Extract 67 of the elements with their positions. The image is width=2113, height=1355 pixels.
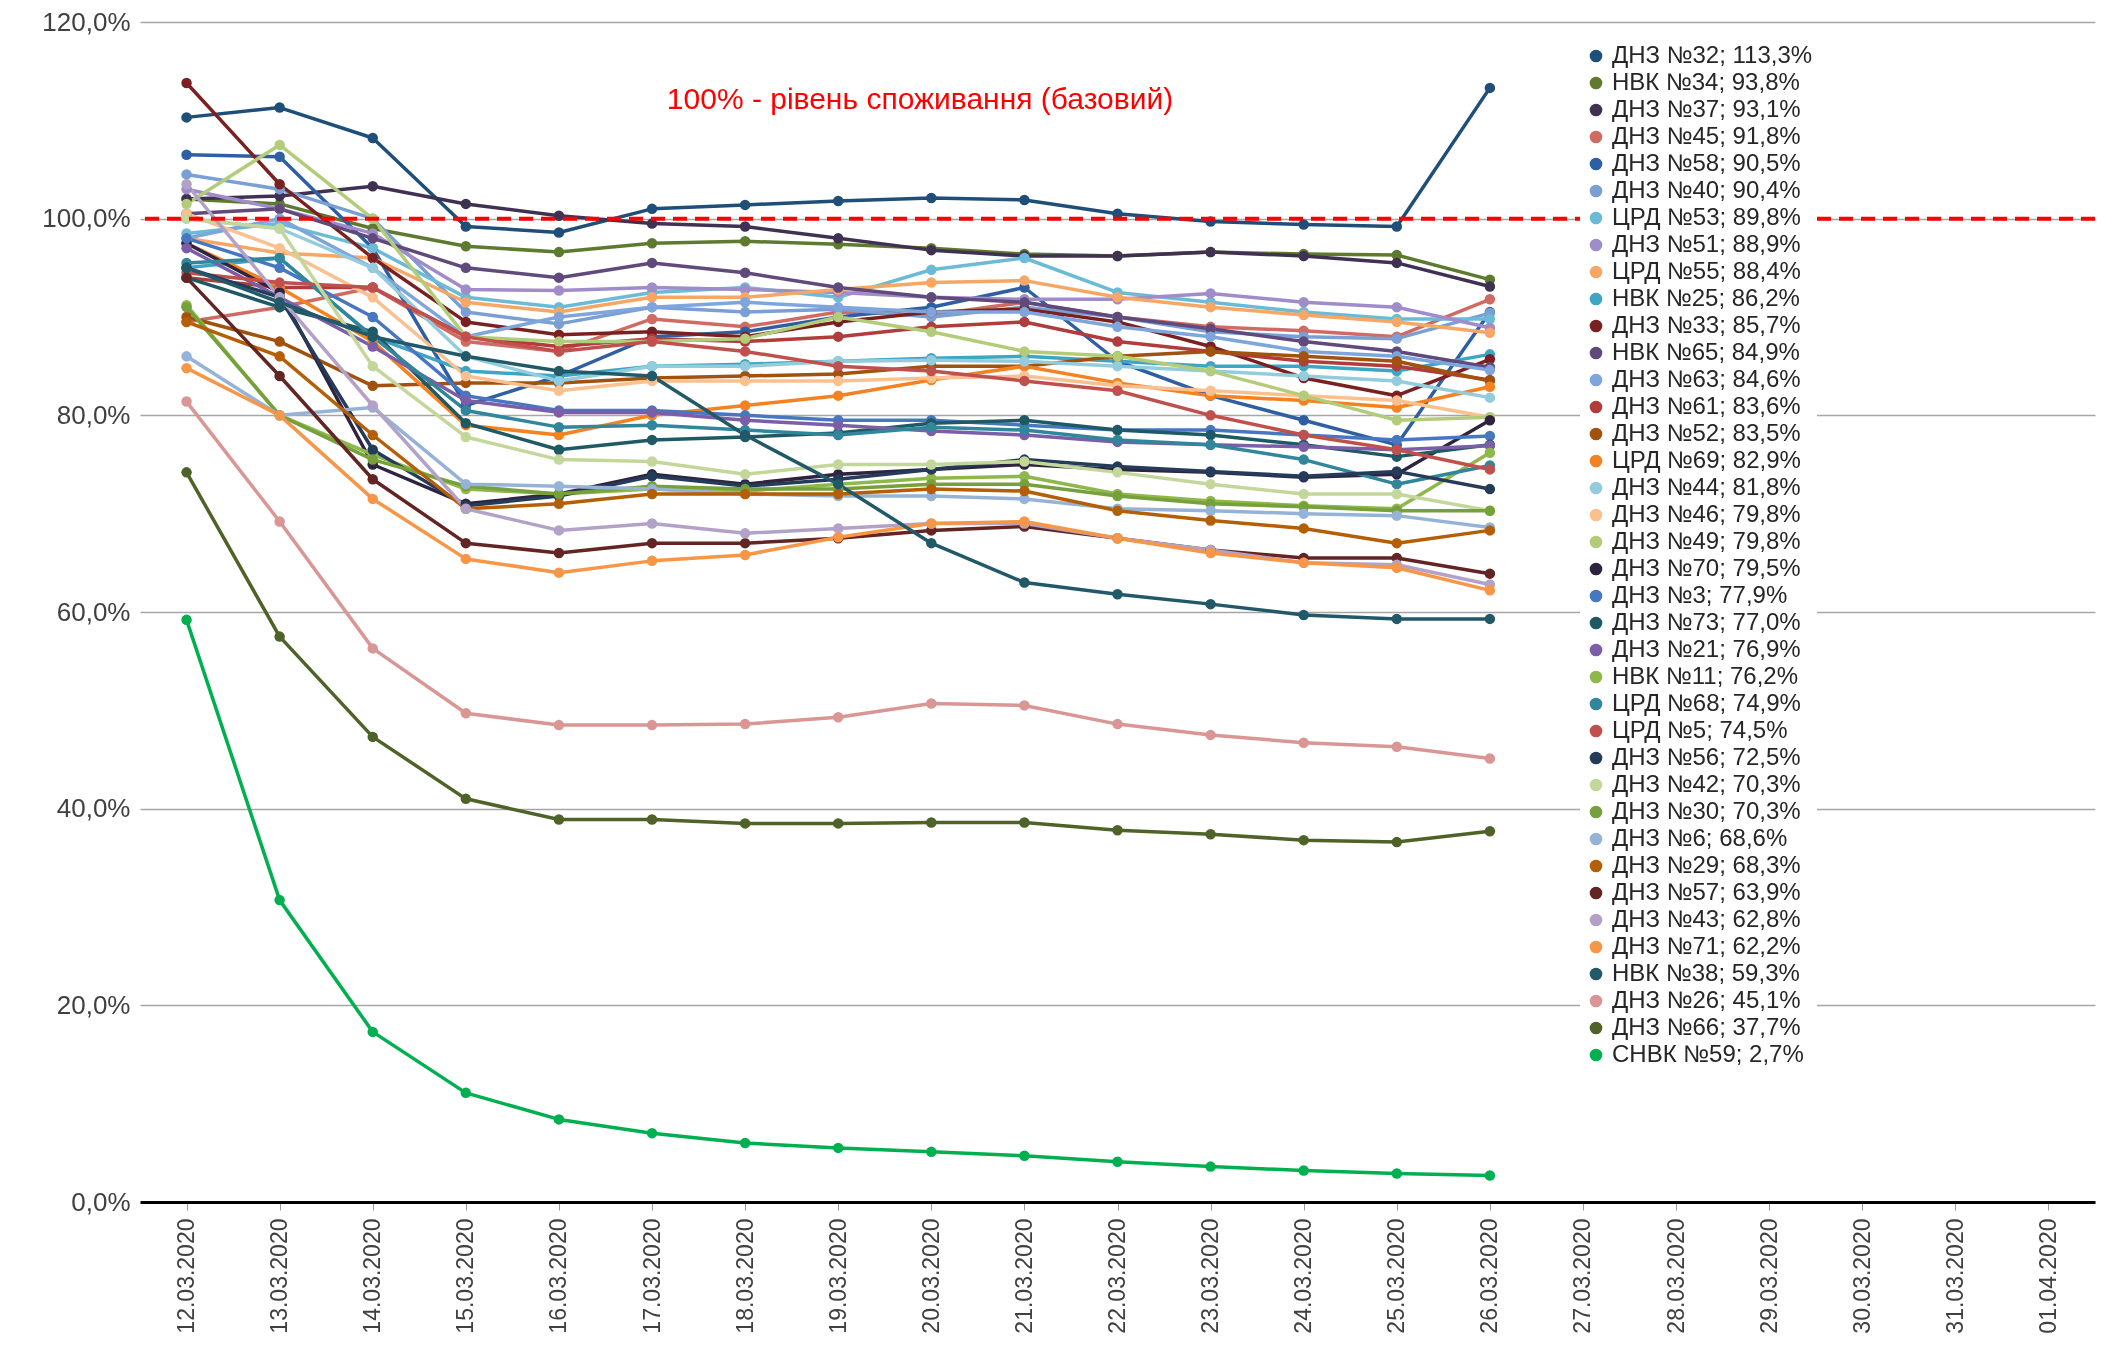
legend-label: ДНЗ №45; 91,8% bbox=[1612, 122, 1801, 149]
legend-label: ЦРД №55; 88,4% bbox=[1612, 257, 1801, 284]
y-tick-label: 40,0% bbox=[56, 793, 131, 824]
x-tick-label: 20.03.2020 bbox=[917, 1218, 944, 1334]
ref-line-label: 100% - рівень споживання (базовий) bbox=[666, 82, 1174, 115]
legend-label: ЦРД №5; 74,5% bbox=[1612, 716, 1788, 743]
legend-label: ДНЗ №30; 70,3% bbox=[1612, 797, 1801, 824]
x-tick-label: 30.03.2020 bbox=[1848, 1218, 1875, 1334]
legend-label: СНВК №59; 2,7% bbox=[1612, 1040, 1804, 1067]
legend-label: ЦРД №53; 89,8% bbox=[1612, 203, 1801, 230]
legend-label: ДНЗ №61; 83,6% bbox=[1612, 392, 1801, 419]
legend-label: ДНЗ №40; 90,4% bbox=[1612, 176, 1801, 203]
legend-label: ДНЗ №37; 93,1% bbox=[1612, 95, 1801, 122]
x-tick-label: 18.03.2020 bbox=[731, 1218, 758, 1334]
x-tick-label: 17.03.2020 bbox=[638, 1218, 665, 1334]
legend-label: ДНЗ №52; 83,5% bbox=[1612, 419, 1801, 446]
x-tick-label: 12.03.2020 bbox=[173, 1218, 200, 1334]
legend-label: ДНЗ №49; 79,8% bbox=[1612, 527, 1801, 554]
x-tick-label: 16.03.2020 bbox=[545, 1218, 572, 1334]
x-tick-label: 28.03.2020 bbox=[1662, 1218, 1689, 1334]
x-tick-label: 31.03.2020 bbox=[1941, 1218, 1968, 1334]
legend-label: НВК №34; 93,8% bbox=[1612, 68, 1800, 95]
x-tick-label: 24.03.2020 bbox=[1290, 1218, 1317, 1334]
x-tick-label: 19.03.2020 bbox=[824, 1218, 851, 1334]
legend-label: ДНЗ №29; 68,3% bbox=[1612, 851, 1801, 878]
legend-label: ДНЗ №71; 62,2% bbox=[1612, 932, 1801, 959]
legend-label: НВК №11; 76,2% bbox=[1612, 662, 1799, 689]
legend-label: ДНЗ №6; 68,6% bbox=[1612, 824, 1788, 851]
legend-label: ДНЗ №66; 37,7% bbox=[1612, 1013, 1801, 1040]
legend-label: ДНЗ №46; 79,8% bbox=[1612, 500, 1801, 527]
x-tick-label: 26.03.2020 bbox=[1476, 1218, 1503, 1334]
legend-label: ДНЗ №26; 45,1% bbox=[1612, 986, 1801, 1013]
legend-label: ДНЗ №70; 79,5% bbox=[1612, 554, 1801, 581]
legend-label: ДНЗ №58; 90,5% bbox=[1612, 149, 1801, 176]
legend-label: ДНЗ №21; 76,9% bbox=[1612, 635, 1801, 662]
y-tick-label: 120,0% bbox=[42, 6, 131, 37]
legend-label: ДНЗ №33; 85,7% bbox=[1612, 311, 1801, 338]
legend-label: НВК №65; 84,9% bbox=[1612, 338, 1800, 365]
legend-label: ЦРД №69; 82,9% bbox=[1612, 446, 1801, 473]
y-tick-label: 100,0% bbox=[42, 203, 131, 234]
legend-label: НВК №25; 86,2% bbox=[1612, 284, 1800, 311]
x-tick-label: 01.04.2020 bbox=[2034, 1218, 2061, 1334]
legend-label: ДНЗ №42; 70,3% bbox=[1612, 770, 1801, 797]
x-tick-label: 23.03.2020 bbox=[1197, 1218, 1224, 1334]
legend-label: ДНЗ №56; 72,5% bbox=[1612, 743, 1801, 770]
y-tick-label: 20,0% bbox=[56, 989, 131, 1020]
y-tick-label: 0,0% bbox=[71, 1186, 131, 1217]
legend-label: ДНЗ №44; 81,8% bbox=[1612, 473, 1801, 500]
legend-label: ЦРД №68; 74,9% bbox=[1612, 689, 1801, 716]
x-tick-label: 27.03.2020 bbox=[1569, 1218, 1596, 1334]
x-tick-label: 21.03.2020 bbox=[1010, 1218, 1037, 1334]
legend-label: ДНЗ №43; 62,8% bbox=[1612, 905, 1801, 932]
legend-label: ДНЗ №3; 77,9% bbox=[1612, 581, 1788, 608]
legend-label: НВК №38; 59,3% bbox=[1612, 959, 1800, 986]
legend-label: ДНЗ №63; 84,6% bbox=[1612, 365, 1801, 392]
y-tick-label: 80,0% bbox=[56, 399, 131, 430]
x-tick-label: 14.03.2020 bbox=[359, 1218, 386, 1334]
x-tick-label: 13.03.2020 bbox=[266, 1218, 293, 1334]
legend-label: ДНЗ №32; 113,3% bbox=[1612, 41, 1813, 68]
x-tick-label: 15.03.2020 bbox=[452, 1218, 479, 1334]
legend-label: ДНЗ №51; 88,9% bbox=[1612, 230, 1801, 257]
x-tick-label: 29.03.2020 bbox=[1755, 1218, 1782, 1334]
x-tick-label: 25.03.2020 bbox=[1383, 1218, 1410, 1334]
x-tick-label: 22.03.2020 bbox=[1104, 1218, 1130, 1334]
legend-label: ДНЗ №57; 63,9% bbox=[1612, 878, 1801, 905]
legend-label: ДНЗ №73; 77,0% bbox=[1612, 608, 1801, 635]
y-tick-label: 60,0% bbox=[56, 596, 131, 627]
